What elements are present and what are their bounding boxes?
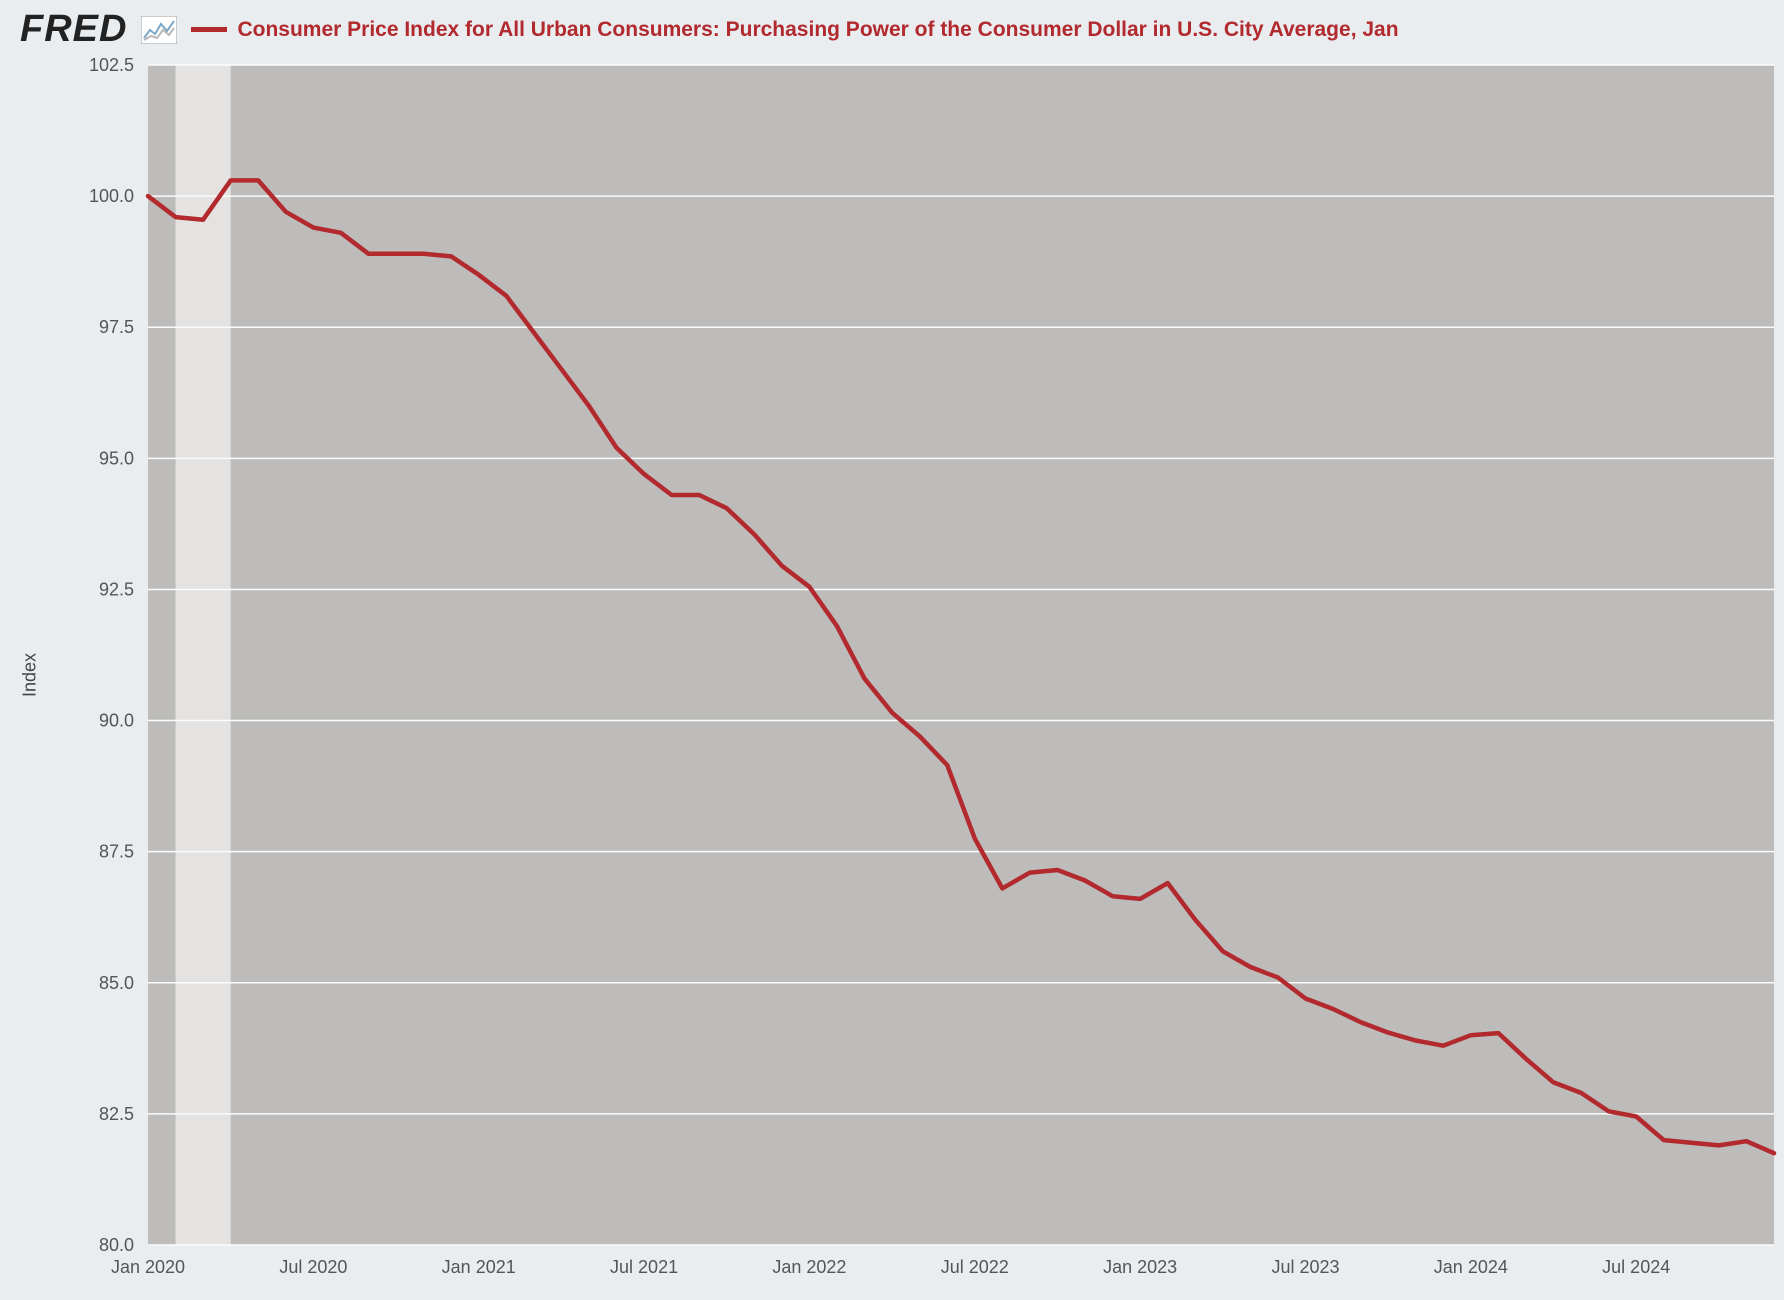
legend-label: Consumer Price Index for All Urban Consu… xyxy=(237,18,1398,42)
x-tick-label: Jan 2021 xyxy=(442,1257,516,1277)
y-tick-label: 85.0 xyxy=(99,973,134,993)
y-tick-label: 100.0 xyxy=(89,186,134,206)
fred-logo-icon xyxy=(141,16,177,44)
x-tick-label: Jan 2022 xyxy=(772,1257,846,1277)
legend: Consumer Price Index for All Urban Consu… xyxy=(191,18,1398,42)
x-tick-label: Jul 2023 xyxy=(1271,1257,1339,1277)
y-tick-label: 87.5 xyxy=(99,842,134,862)
x-tick-label: Jul 2021 xyxy=(610,1257,678,1277)
y-axis-title: Index xyxy=(20,653,41,697)
y-tick-label: 102.5 xyxy=(89,55,134,75)
y-tick-label: 92.5 xyxy=(99,579,134,599)
y-tick-label: 80.0 xyxy=(99,1235,134,1255)
recession-band xyxy=(176,65,231,1245)
x-tick-label: Jan 2020 xyxy=(111,1257,185,1277)
y-tick-label: 82.5 xyxy=(99,1104,134,1124)
fred-logo-text: FRED xyxy=(20,8,127,51)
x-tick-label: Jan 2023 xyxy=(1103,1257,1177,1277)
x-tick-label: Jul 2020 xyxy=(279,1257,347,1277)
plot-background xyxy=(148,65,1774,1245)
y-tick-label: 97.5 xyxy=(99,317,134,337)
chart-container: Index 80.0 82.5 85.0 87.5 90.0 92.5 95.0 97.5 10… xyxy=(0,55,1784,1295)
x-tick-label: Jul 2024 xyxy=(1602,1257,1670,1277)
legend-swatch xyxy=(191,27,227,32)
y-tick-label: 90.0 xyxy=(99,711,134,731)
line-chart: 80.0 82.5 85.0 87.5 90.0 92.5 95.0 97.5 100.0 102… xyxy=(0,55,1784,1295)
x-tick-label: Jul 2022 xyxy=(941,1257,1009,1277)
x-tick-label: Jan 2024 xyxy=(1434,1257,1508,1277)
chart-header: FRED Consumer Price Index for All Urban … xyxy=(0,0,1784,55)
y-tick-label: 95.0 xyxy=(99,448,134,468)
